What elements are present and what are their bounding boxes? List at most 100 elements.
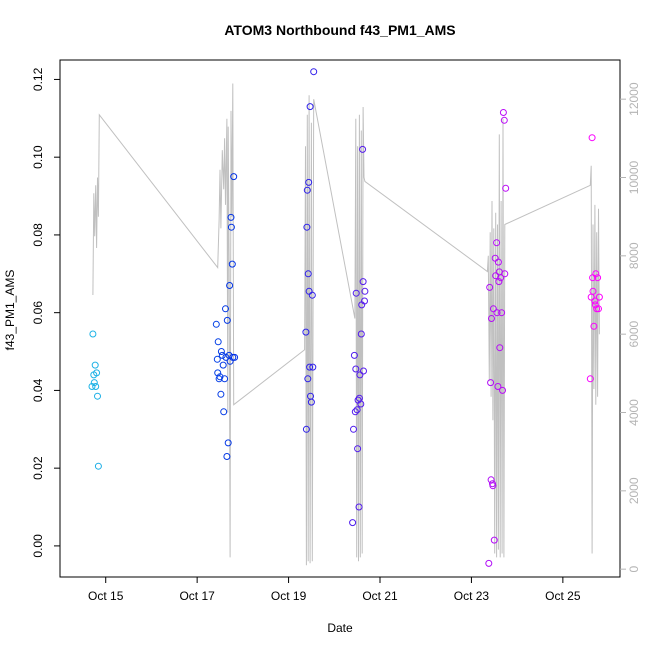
y-tick-label: 0.08 [31,223,45,247]
y-tick-label: 0.04 [31,378,45,402]
data-point [352,289,360,297]
data-point [351,408,359,416]
data-point [212,320,220,328]
data-point [307,398,315,406]
data-point [489,482,497,490]
data-point [309,363,317,371]
data-point [485,559,493,567]
data-point [91,361,99,369]
data-point [353,406,361,414]
y-tick-label: 0.10 [31,145,45,169]
data-point [349,519,357,527]
data-point [303,223,311,231]
data-point [92,383,100,390]
chart-title: ATOM3 Northbound f43_PM1_AMS [224,22,455,38]
data-point [498,309,506,317]
y-axis-label: f43_PM1_AMS [3,270,17,351]
data-point [360,367,367,375]
data-point [223,453,231,460]
data-point [350,425,357,433]
altitude-line [92,83,600,566]
data-point [304,375,312,383]
data-point [588,134,596,142]
data-point [502,184,510,192]
x-tick-label: Oct 21 [362,589,398,603]
data-point [356,371,364,379]
data-point [595,305,602,313]
data-point [306,103,314,111]
data-point [230,173,238,181]
x-tick-label: Oct 17 [179,589,215,603]
data-point [359,278,367,286]
data-point [90,379,98,387]
data-point [359,145,367,153]
data-point [501,270,509,278]
data-point [227,223,235,231]
data-point [357,330,365,338]
data-point [589,287,597,295]
data-point [223,316,231,324]
y-tick-label: 0.02 [31,456,45,480]
y-axis-left: 0.00 0.02 0.04 0.06 0.08 0.10 0.12 [31,67,60,558]
data-point [595,293,603,301]
data-point [216,373,224,381]
data-point [497,274,505,282]
y2-tick-label: 4000 [627,399,641,426]
x-axis-label: Date [327,621,353,635]
data-point [357,400,365,408]
data-point [590,322,598,330]
x-axis: Oct 15 Oct 17 Oct 19 Oct 21 Oct 23 Oct 25 [88,577,581,603]
data-point [361,297,368,305]
data-point [500,116,508,124]
data-point [494,383,502,390]
data-points-layer [88,68,603,567]
data-point [493,239,501,247]
data-point [213,355,221,363]
data-point [304,270,312,278]
y-axis-right: 0 2000 4000 6000 8000 10000 12000 [620,82,641,573]
y-tick-label: 0.12 [31,67,45,91]
data-point [93,369,101,377]
data-point [221,375,229,383]
data-point [592,270,600,278]
data-point [94,392,101,400]
data-point [302,425,310,433]
y2-tick-label: 12000 [627,82,641,116]
x-tick-label: Oct 23 [454,589,490,603]
data-point [219,361,227,369]
data-point [94,462,102,470]
data-point [499,109,507,116]
data-point [308,291,316,299]
data-point [88,383,96,390]
y2-tick-label: 10000 [627,160,641,194]
data-point [591,297,599,305]
data-point [350,351,358,359]
data-point [224,439,232,447]
data-point [361,287,369,295]
data-point [487,379,495,387]
data-point [217,348,225,355]
data-point [499,386,506,394]
data-point [493,309,501,317]
data-point [214,338,222,346]
x-tick-label: Oct 25 [545,589,581,603]
data-point [355,503,363,511]
data-point [220,408,228,416]
data-point [217,390,225,398]
data-point [594,274,602,282]
x-tick-label: Oct 19 [271,589,307,603]
data-point [302,328,310,336]
data-point [490,536,498,544]
data-point [89,330,97,338]
data-point [586,375,594,383]
data-point [306,363,314,371]
data-point [486,283,494,291]
data-point [231,353,239,361]
y2-tick-label: 8000 [627,242,641,269]
y2-tick-label: 0 [627,566,641,573]
data-point [226,282,234,289]
plot-frame [59,59,621,578]
data-point [495,278,503,286]
y-tick-label: 0.00 [31,534,45,558]
